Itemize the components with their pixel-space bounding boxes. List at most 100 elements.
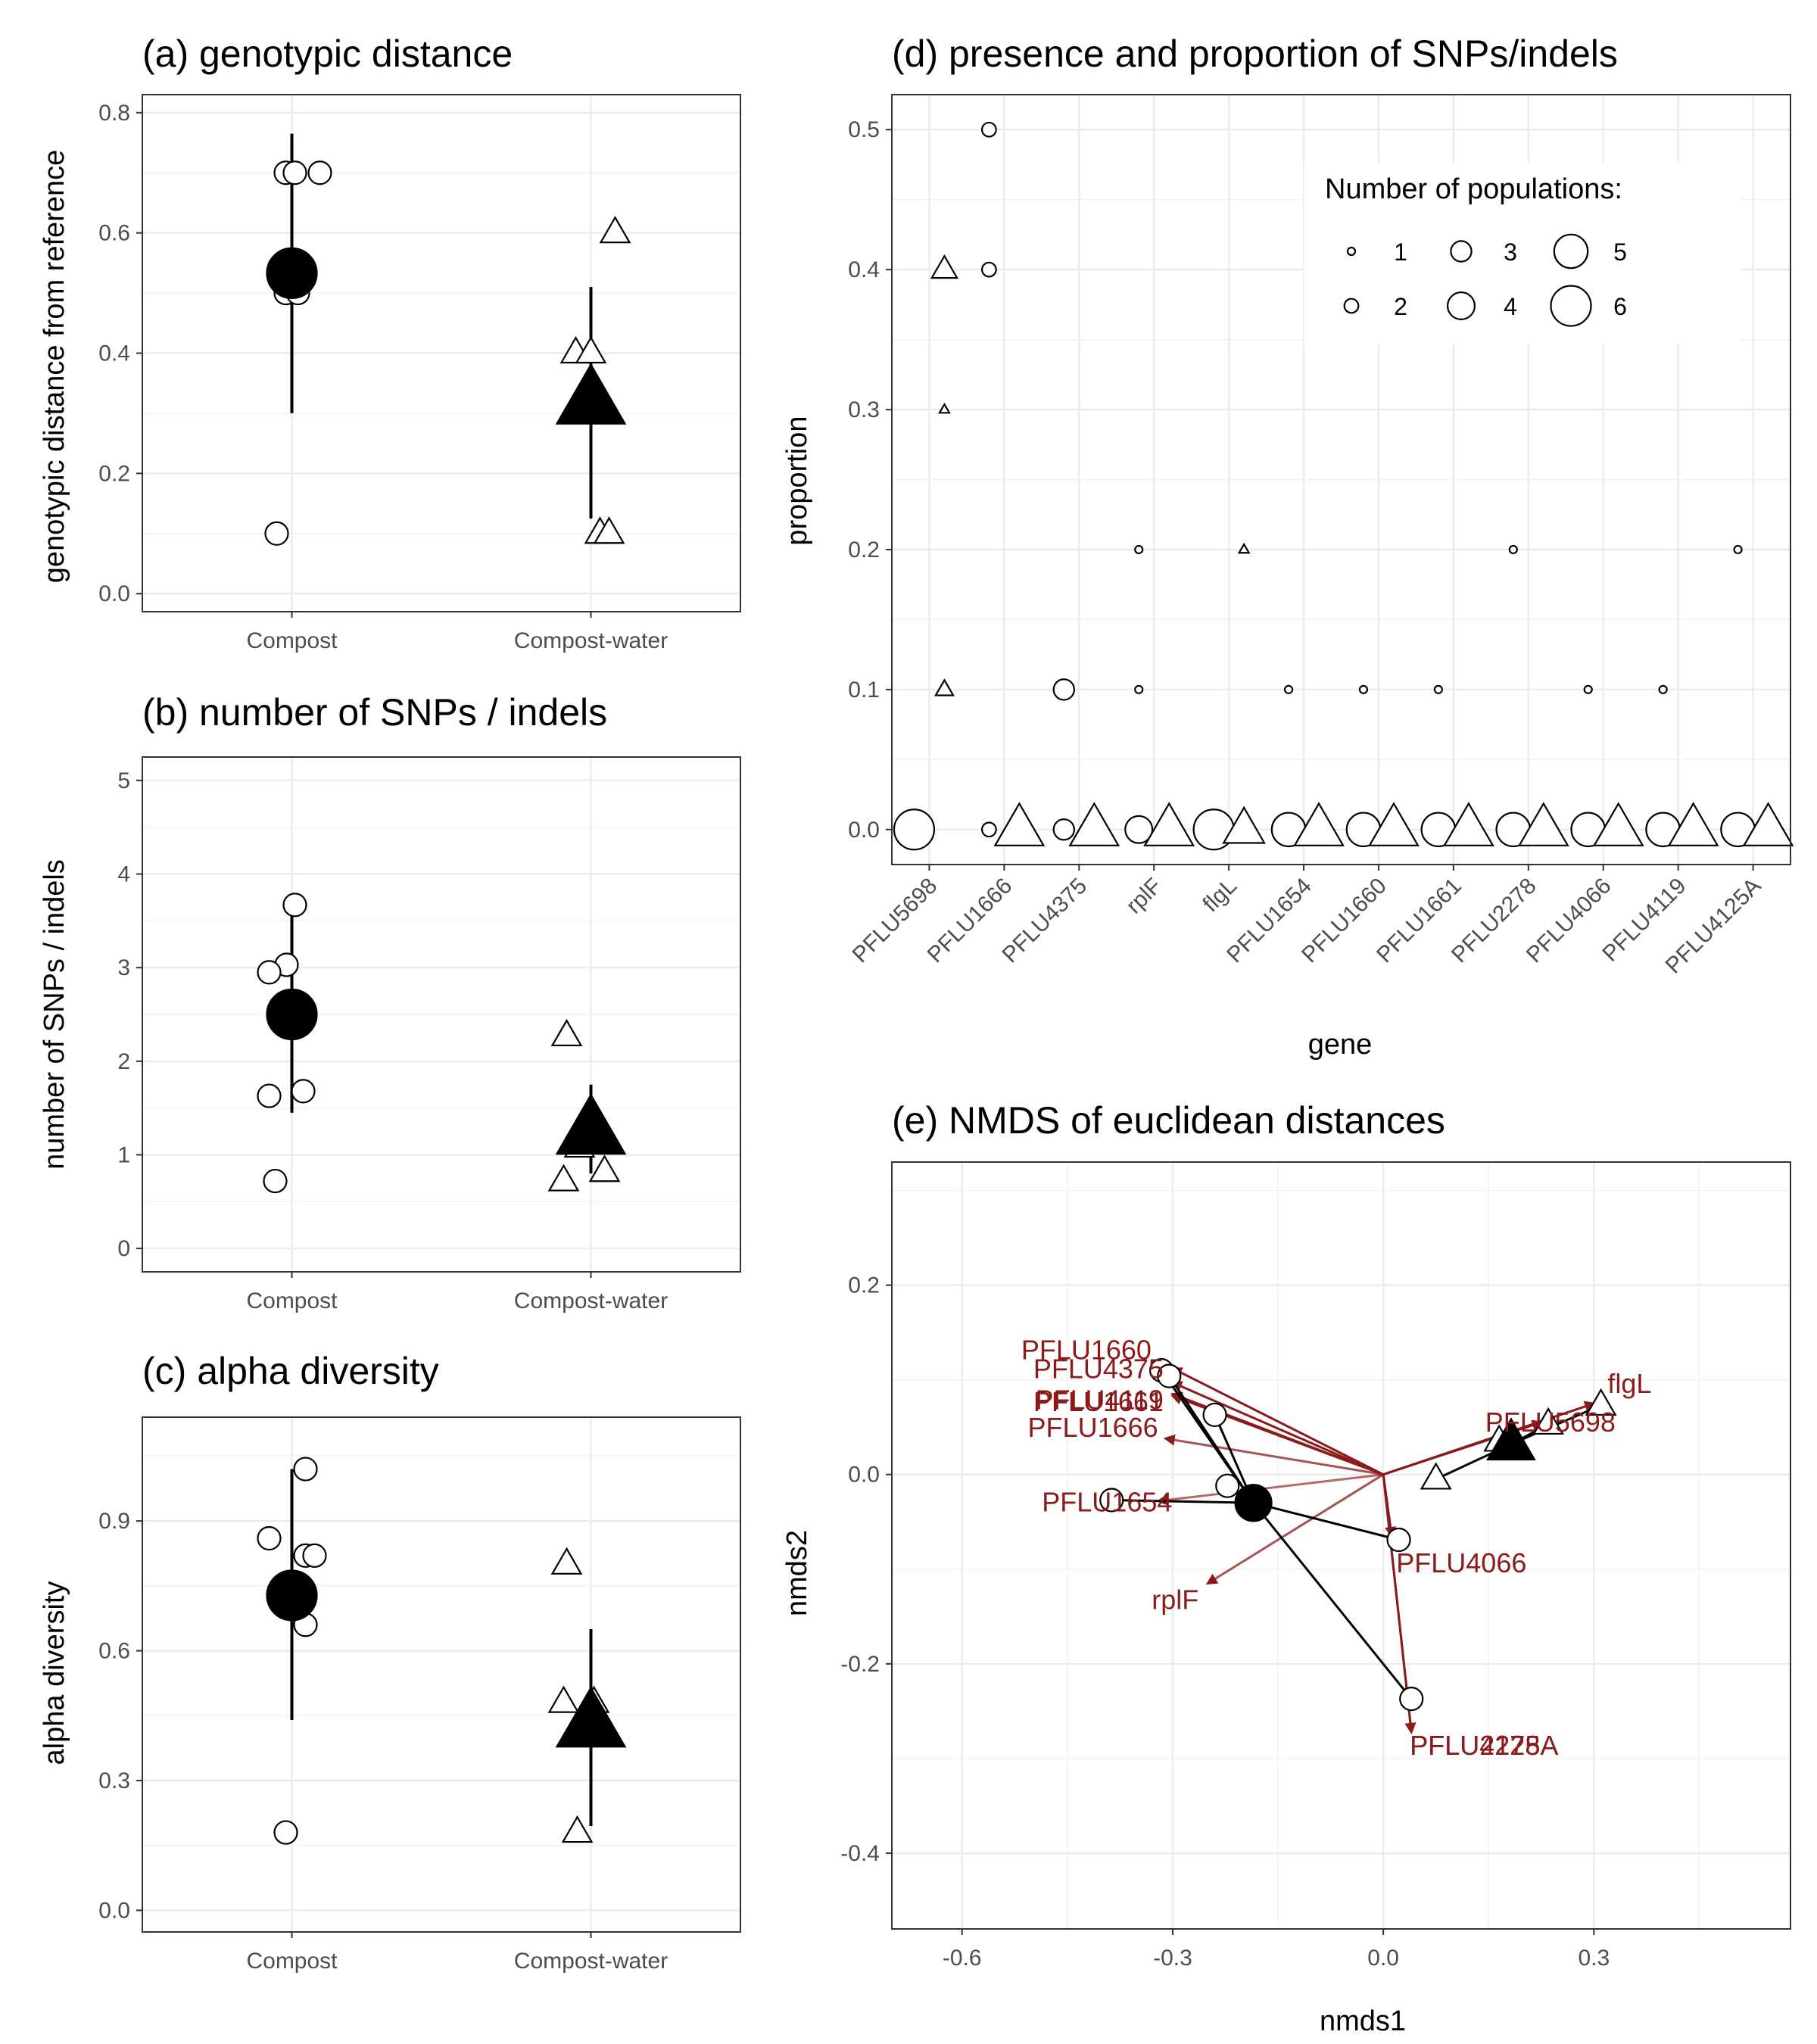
legend-background xyxy=(1304,163,1741,344)
plot-frame xyxy=(891,94,1791,865)
spider-line xyxy=(1252,1502,1413,1700)
y-tick-label: 0.0 xyxy=(98,1898,130,1923)
vector-label: PFLU1666 xyxy=(1028,1412,1158,1443)
data-point xyxy=(264,521,289,546)
y-tick-label: 0.6 xyxy=(98,221,130,246)
data-point xyxy=(1658,684,1668,694)
data-point xyxy=(1442,802,1494,846)
mean-point xyxy=(266,247,318,299)
data-point xyxy=(1134,544,1144,555)
vector-label: PFLU1661 xyxy=(1033,1386,1164,1417)
vector-label: flgL xyxy=(1607,1368,1651,1399)
data-point xyxy=(593,516,625,544)
data-point xyxy=(273,1820,298,1845)
y-tick-label: 0.2 xyxy=(848,1273,880,1298)
data-point xyxy=(933,678,955,696)
data-point xyxy=(257,1525,282,1551)
y-tick-label: 0.1 xyxy=(848,678,880,703)
data-point xyxy=(1052,678,1075,701)
panel-e-ylabel: nmds2 xyxy=(781,1530,813,1616)
panel-c-ylabel: alpha diversity xyxy=(39,1581,70,1765)
vector-label: PFLU4375 xyxy=(1033,1353,1164,1384)
panel-c-plot: 0.0 0.3 0.6 0.9 Compost Compost-water xyxy=(98,1416,741,1974)
data-point xyxy=(1068,802,1120,846)
y-tick-label: 0.8 xyxy=(98,101,130,126)
data-point xyxy=(1433,684,1443,694)
legend-label: 1 xyxy=(1394,238,1407,266)
mean-point xyxy=(266,1569,318,1622)
panel-d-xlabel: gene xyxy=(1308,1029,1373,1061)
mean-point xyxy=(555,363,627,425)
y-tick-label: 0.4 xyxy=(98,341,130,366)
legend-label: 2 xyxy=(1394,293,1407,320)
panel-d-ylabel: proportion xyxy=(781,416,813,545)
data-point xyxy=(1583,684,1593,694)
x-tick-label: 0.0 xyxy=(1367,1946,1399,1971)
centroid-point xyxy=(1234,1484,1273,1522)
data-point xyxy=(1099,1488,1124,1513)
legend-key xyxy=(1343,298,1360,314)
x-tick-label: Compost-water xyxy=(514,628,668,653)
x-tick-label: Compost-water xyxy=(514,1288,668,1313)
vector-label: PFLU5698 xyxy=(1485,1407,1616,1438)
y-tick-label: 0.0 xyxy=(98,581,130,606)
y-tick-label: 1 xyxy=(117,1142,130,1167)
y-tick-label: 0.3 xyxy=(848,397,880,422)
loading-vector xyxy=(1170,1381,1384,1476)
data-point xyxy=(550,1018,583,1047)
data-point xyxy=(1143,802,1195,846)
data-point xyxy=(575,335,607,364)
data-point xyxy=(930,254,959,279)
data-point xyxy=(1202,1402,1227,1428)
y-tick-label: 0.2 xyxy=(98,461,130,486)
loading-vector xyxy=(1156,1473,1384,1506)
legend-title: Number of populations: xyxy=(1325,173,1622,205)
x-tick-label: -0.3 xyxy=(1153,1946,1192,1971)
x-tick-label: Compost xyxy=(246,1288,338,1313)
panel-a-title: (a) genotypic distance xyxy=(142,33,513,75)
legend-key xyxy=(1553,233,1589,270)
loading-vector xyxy=(1163,1434,1384,1476)
y-tick-label: -0.4 xyxy=(840,1841,880,1866)
mean-point xyxy=(266,988,318,1041)
spider-line xyxy=(1168,1375,1254,1504)
size-legend: Number of populations: 1 2 3 4 5 6 xyxy=(1304,163,1741,344)
y-tick-label: 0.5 xyxy=(848,117,880,142)
spider-line xyxy=(1111,1498,1254,1504)
vector-label: PFLU1660 xyxy=(1021,1335,1152,1366)
y-tick-label: 2 xyxy=(117,1049,130,1074)
data-point xyxy=(561,1815,594,1843)
y-tick-label: 0.0 xyxy=(848,1463,880,1488)
panel-b-title: (b) number of SNPs / indels xyxy=(142,691,607,734)
plot-frame xyxy=(142,94,741,612)
data-point xyxy=(599,216,631,244)
data-point xyxy=(291,1079,316,1104)
x-tick-label: Compost-water xyxy=(514,1949,668,1974)
data-point xyxy=(263,1168,288,1194)
panel-b-ylabel: number of SNPs / indels xyxy=(39,859,70,1170)
loading-vector xyxy=(1170,1367,1384,1476)
data-point xyxy=(1386,1527,1411,1553)
legend-label: 5 xyxy=(1613,238,1627,266)
data-point xyxy=(257,960,282,985)
x-tick-label: Compost xyxy=(246,628,338,653)
data-point xyxy=(993,802,1046,846)
plot-background xyxy=(142,1417,740,1932)
data-point xyxy=(302,1543,327,1568)
data-point xyxy=(1237,542,1251,554)
data-point xyxy=(1358,684,1369,694)
data-point xyxy=(307,160,332,185)
data-point xyxy=(282,160,307,185)
panel-e-title: (e) NMDS of euclidean distances xyxy=(892,1099,1445,1142)
y-tick-label: 0.2 xyxy=(848,537,880,562)
data-point xyxy=(1592,802,1644,846)
y-tick-label: -0.2 xyxy=(840,1652,880,1677)
legend-label: 4 xyxy=(1504,293,1517,320)
vector-label: rplF xyxy=(1152,1584,1198,1616)
data-point xyxy=(1742,802,1794,846)
mean-point xyxy=(555,1093,627,1155)
data-point xyxy=(293,1457,318,1482)
loading-vector xyxy=(1382,1401,1597,1476)
data-point xyxy=(893,809,936,851)
